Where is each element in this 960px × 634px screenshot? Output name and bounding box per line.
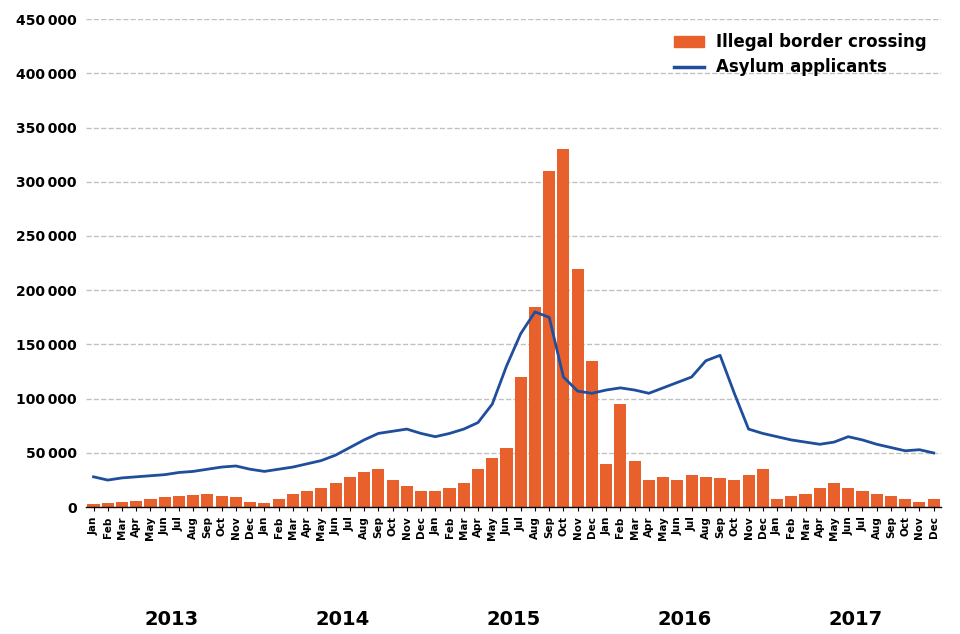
Bar bbox=[458, 483, 469, 507]
Bar bbox=[856, 491, 869, 507]
Bar bbox=[229, 498, 242, 507]
Text: 2013: 2013 bbox=[145, 611, 199, 630]
Bar bbox=[685, 475, 698, 507]
Bar bbox=[131, 501, 142, 507]
Text: 2017: 2017 bbox=[828, 611, 882, 630]
Bar bbox=[102, 503, 114, 507]
Bar bbox=[244, 501, 256, 507]
Text: 2014: 2014 bbox=[316, 611, 370, 630]
Text: 2016: 2016 bbox=[658, 611, 711, 630]
Bar bbox=[558, 149, 569, 507]
Bar bbox=[387, 480, 398, 507]
Bar bbox=[500, 448, 513, 507]
Legend: Illegal border crossing, Asylum applicants: Illegal border crossing, Asylum applican… bbox=[667, 27, 933, 82]
Bar bbox=[258, 503, 271, 507]
Bar bbox=[600, 464, 612, 507]
Bar bbox=[486, 458, 498, 507]
Bar bbox=[400, 486, 413, 507]
Bar bbox=[913, 501, 925, 507]
Bar bbox=[529, 306, 541, 507]
Bar bbox=[301, 491, 313, 507]
Bar bbox=[515, 377, 527, 507]
Bar bbox=[629, 460, 640, 507]
Bar bbox=[315, 488, 327, 507]
Bar bbox=[785, 496, 798, 507]
Bar bbox=[871, 494, 883, 507]
Bar bbox=[885, 496, 897, 507]
Bar bbox=[372, 469, 384, 507]
Bar bbox=[614, 404, 627, 507]
Bar bbox=[415, 491, 427, 507]
Bar bbox=[429, 491, 442, 507]
Bar bbox=[586, 361, 598, 507]
Bar bbox=[742, 475, 755, 507]
Bar bbox=[144, 498, 156, 507]
Bar bbox=[927, 498, 940, 507]
Bar bbox=[756, 469, 769, 507]
Bar bbox=[187, 495, 200, 507]
Bar bbox=[87, 505, 100, 507]
Bar bbox=[543, 171, 555, 507]
Bar bbox=[287, 494, 299, 507]
Bar bbox=[900, 498, 911, 507]
Bar bbox=[216, 496, 228, 507]
Bar bbox=[657, 477, 669, 507]
Bar bbox=[671, 480, 684, 507]
Bar bbox=[814, 488, 826, 507]
Bar bbox=[158, 498, 171, 507]
Bar bbox=[729, 480, 740, 507]
Bar bbox=[273, 498, 285, 507]
Bar bbox=[202, 494, 213, 507]
Bar bbox=[444, 488, 456, 507]
Text: 2015: 2015 bbox=[487, 611, 540, 630]
Bar bbox=[472, 469, 484, 507]
Bar bbox=[643, 480, 655, 507]
Bar bbox=[116, 501, 128, 507]
Bar bbox=[173, 496, 185, 507]
Bar bbox=[828, 483, 840, 507]
Bar bbox=[800, 494, 811, 507]
Bar bbox=[571, 269, 584, 507]
Bar bbox=[842, 488, 854, 507]
Bar bbox=[358, 472, 371, 507]
Bar bbox=[329, 483, 342, 507]
Bar bbox=[700, 477, 712, 507]
Bar bbox=[771, 498, 783, 507]
Bar bbox=[344, 477, 356, 507]
Bar bbox=[714, 478, 726, 507]
